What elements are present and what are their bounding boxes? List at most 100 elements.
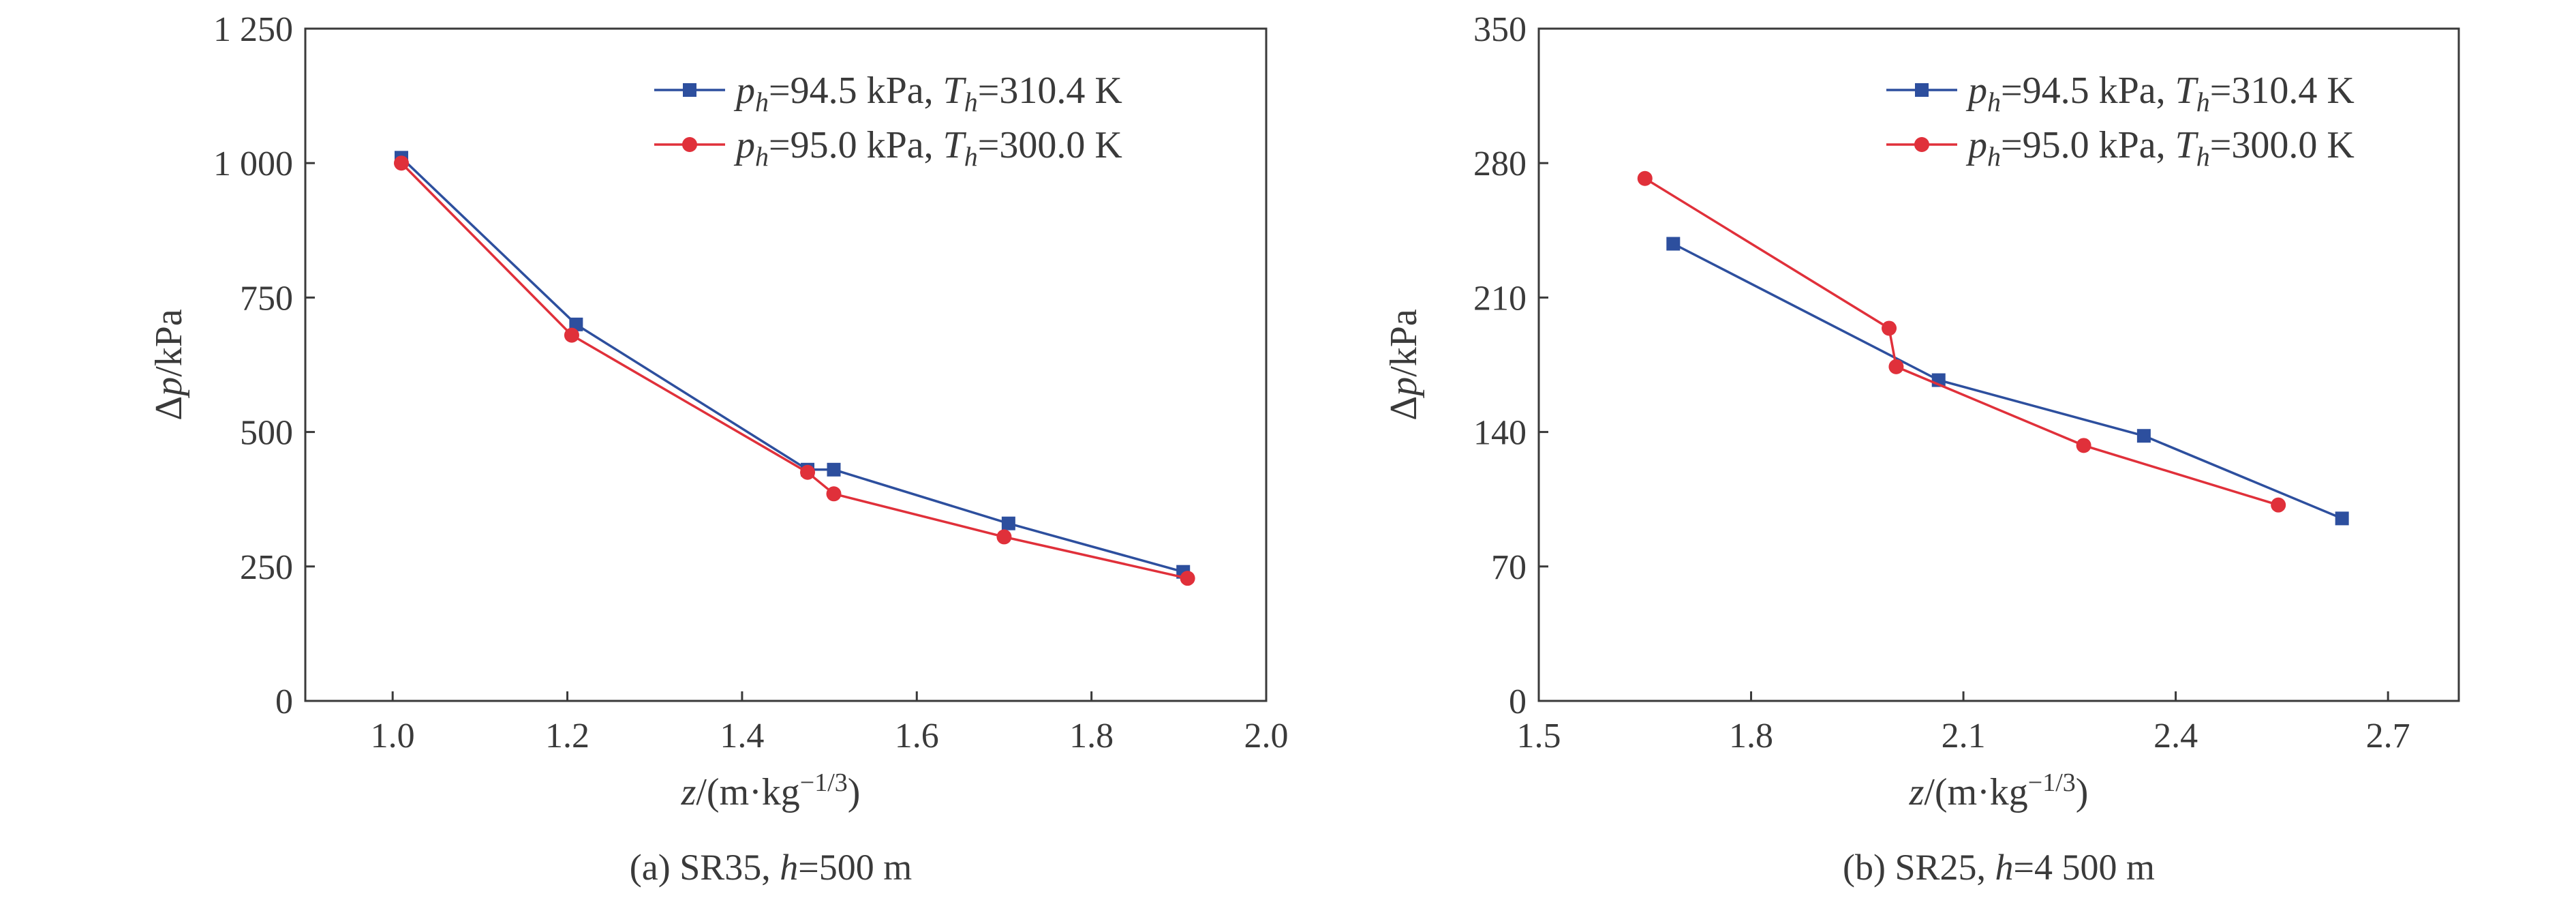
series-line-2 [400, 162, 1188, 580]
legend-marker-circle [682, 137, 697, 152]
x-axis-exponent: −1/3 [2028, 768, 2076, 797]
legend-p-value: =95.0 kPa, [2001, 124, 2175, 166]
legend-p: p [733, 124, 755, 166]
x-tick-label: 2.4 [2153, 717, 2198, 755]
data-point-circle [800, 464, 816, 480]
y-axis-var: p [1383, 377, 1425, 399]
y-tick-label: 0 [275, 682, 293, 721]
legend-t-value: =310.4 K [2210, 70, 2355, 112]
data-point-circle [1882, 320, 1897, 336]
y-tick-label: 280 [1473, 145, 1527, 183]
data-point-circle [564, 327, 579, 343]
series-line-1 [1672, 242, 2343, 520]
series-line-1 [400, 157, 1184, 573]
x-tick-label: 1.5 [1517, 717, 1561, 755]
legend-t-subscript: h [964, 141, 978, 172]
legend-p-subscript: h [755, 141, 769, 172]
legend-marker-square [1915, 83, 1929, 97]
data-point-circle [1180, 571, 1195, 586]
y-axis-title: Δp/kPa [148, 309, 190, 421]
legend-t-value: =300.0 K [2210, 124, 2355, 166]
x-axis-unit: /(m·kg [696, 771, 799, 813]
caption-prefix: (b) SR25, [1843, 847, 1995, 888]
legend-t: T [943, 70, 967, 112]
x-tick-label: 2.1 [1942, 717, 1986, 755]
data-point-circle [2076, 438, 2091, 453]
y-tick-label: 0 [1509, 682, 1527, 721]
x-axis-exponent: −1/3 [800, 768, 848, 797]
legend-label: ph=94.5 kPa, Th=310.4 K [733, 70, 1122, 117]
legend-label: ph=95.0 kPa, Th=300.0 K [733, 124, 1122, 172]
x-tick-label: 1.8 [1069, 717, 1114, 755]
x-axis-close: ) [2076, 771, 2089, 813]
legend-t: T [943, 124, 967, 166]
data-point-circle [1637, 170, 1653, 186]
caption-suffix: =4 500 m [2014, 847, 2155, 888]
legend-marker-square [683, 83, 696, 97]
data-point-circle [2271, 497, 2286, 513]
data-point-circle [996, 529, 1012, 545]
data-point-circle [826, 486, 842, 502]
y-tick-label: 350 [1473, 10, 1527, 49]
x-axis-close: ) [848, 771, 861, 813]
x-tick-label: 1.2 [545, 717, 589, 755]
data-point-square [1001, 516, 1015, 530]
plot-frame [304, 27, 1268, 702]
y-tick-label: 250 [240, 548, 293, 587]
legend-p-subscript: h [1987, 87, 2001, 117]
y-tick-label: 1 250 [213, 10, 293, 49]
legend-t-subscript: h [964, 87, 978, 117]
y-tick-label: 500 [240, 414, 293, 453]
x-tick-label: 1.0 [371, 717, 415, 755]
legend-p: p [733, 70, 755, 112]
y-axis-unit: /kPa [1383, 309, 1425, 377]
panel-b: 0 70 140 210 280 350 1.5 1.8 2.1 2.4 2.7 z/(m·kg−1/… [1383, 10, 2460, 888]
legend-p-value: =95.0 kPa, [769, 124, 943, 166]
legend-t: T [2175, 124, 2199, 166]
x-axis-var: z [681, 771, 696, 813]
data-point-square [827, 462, 841, 477]
legend-p: p [1965, 70, 1987, 112]
x-tick-label: 2.0 [1244, 717, 1289, 755]
x-axis-var: z [1909, 771, 1925, 813]
x-axis-unit: /(m·kg [1924, 771, 2027, 813]
y-axis-delta: Δ [148, 396, 190, 421]
data-point-square [2136, 429, 2151, 443]
x-axis-title: z/(m·kg−1/3) [681, 768, 861, 813]
caption-var: h [780, 847, 798, 888]
plot-frame [1537, 27, 2460, 702]
caption-var: h [1995, 847, 2014, 888]
legend-marker-circle [1914, 137, 1929, 152]
legend-label: ph=94.5 kPa, Th=310.4 K [1965, 70, 2355, 117]
x-tick-label: 2.7 [2366, 717, 2410, 755]
y-tick-label: 140 [1473, 414, 1527, 453]
y-tick-label: 1 000 [213, 145, 293, 183]
x-axis-title: z/(m·kg−1/3) [1909, 768, 2089, 813]
legend-p-value: =94.5 kPa, [769, 70, 943, 112]
data-point-square [1666, 237, 1681, 251]
legend-t-value: =300.0 K [978, 124, 1122, 166]
x-tick-label: 1.6 [895, 717, 939, 755]
legend-p-subscript: h [1987, 141, 2001, 172]
legend-t: T [2175, 70, 2199, 112]
caption-suffix: =500 m [798, 847, 912, 888]
legend-p-value: =94.5 kPa, [2001, 70, 2175, 112]
x-tick-label: 1.8 [1729, 717, 1773, 755]
legend-p: p [1965, 124, 1987, 166]
panel-caption: (a) SR35, h=500 m [630, 847, 912, 888]
y-axis-title: Δp/kPa [1383, 309, 1425, 421]
x-tick-label: 1.4 [720, 717, 764, 755]
legend-t-value: =310.4 K [978, 70, 1122, 112]
panel-caption: (b) SR25, h=4 500 m [1843, 847, 2155, 888]
caption-prefix: (a) SR35, [630, 847, 780, 888]
y-tick-label: 210 [1473, 279, 1527, 318]
y-axis-unit: /kPa [148, 309, 190, 377]
data-point-circle [1888, 359, 1904, 374]
data-point-circle [394, 155, 409, 171]
legend-label: ph=95.0 kPa, Th=300.0 K [1965, 124, 2355, 172]
y-tick-label: 750 [240, 279, 293, 318]
legend-p-subscript: h [755, 87, 769, 117]
y-axis-var: p [148, 377, 190, 399]
